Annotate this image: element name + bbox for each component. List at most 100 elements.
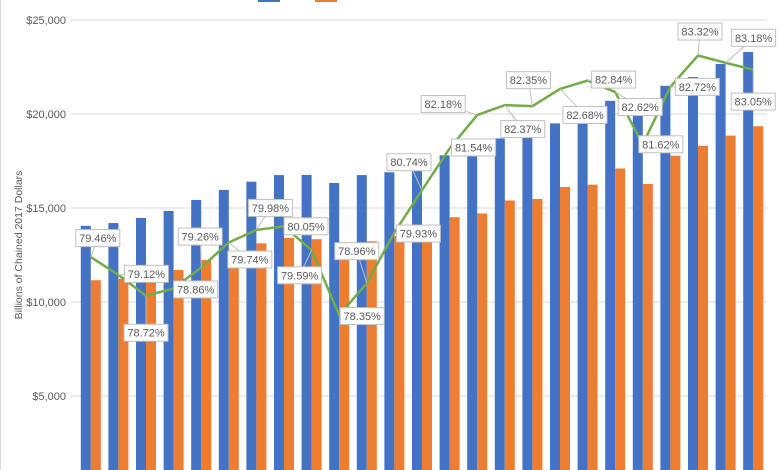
data-label: 78.96%: [338, 246, 376, 258]
bar-series1: [688, 76, 698, 470]
y-tick-label: $10,000: [26, 297, 66, 309]
callout-box: [75, 229, 121, 248]
bar-series1: [494, 138, 505, 470]
callout-box: [386, 153, 432, 172]
bar-series1: [412, 168, 422, 470]
callout-box: [247, 198, 293, 217]
y-tick-label: $20,000: [26, 109, 66, 121]
bar-series1: [715, 63, 726, 470]
bar-series2: [449, 217, 460, 470]
data-label: 82.62%: [622, 102, 660, 114]
bar-series2: [311, 239, 322, 470]
bar-series1: [329, 182, 340, 470]
callout-box: [674, 77, 720, 96]
legend-swatch-0: [258, 0, 280, 2]
callout-box: [339, 307, 385, 326]
data-label: 80.74%: [390, 157, 428, 169]
data-label: 79.59%: [281, 270, 319, 282]
bar-series1: [80, 225, 91, 470]
bar-series2: [504, 200, 515, 470]
data-label: 82.68%: [566, 110, 604, 122]
bar-series2: [118, 278, 129, 470]
callout-box: [591, 70, 637, 89]
bar-series1: [246, 181, 257, 470]
data-label: 83.18%: [735, 33, 773, 45]
bar-series2: [339, 249, 350, 470]
data-label: 82.84%: [595, 75, 633, 87]
data-labels: 79.46% 79.12% 78.72% 78.86% 79.26% 79.74% 79.9…: [75, 22, 777, 342]
callout-box: [123, 323, 169, 342]
callout-box: [173, 280, 219, 299]
callout-box: [395, 224, 441, 243]
y-axis-label: Billions of Chained 2017 Dollars: [13, 171, 25, 320]
data-label: 81.54%: [455, 142, 493, 154]
callout-box: [420, 95, 466, 114]
data-label: 83.32%: [681, 27, 719, 39]
callout-box: [731, 28, 777, 47]
bar-series2: [725, 135, 736, 470]
bar-series2: [753, 126, 764, 470]
bar-series2: [201, 260, 212, 470]
bar-series2: [422, 230, 432, 470]
data-label: 79.46%: [79, 233, 117, 245]
data-label: 79.93%: [400, 229, 438, 241]
callout-box: [638, 135, 684, 154]
data-label: 79.26%: [182, 232, 220, 244]
bar-series2: [477, 213, 488, 470]
callout-box: [677, 22, 723, 41]
bar-series1: [191, 199, 202, 470]
callout-box: [177, 227, 223, 246]
bar-series1: [632, 114, 643, 470]
bar-series1: [136, 217, 146, 470]
bar-series2: [90, 280, 101, 470]
data-label: 78.72%: [127, 328, 165, 340]
data-label: 81.62%: [642, 139, 680, 151]
bar-series1: [301, 174, 312, 470]
bar-series2: [173, 270, 184, 470]
data-label: 79.74%: [231, 254, 269, 266]
bar-series2: [670, 155, 681, 470]
bar-series1: [384, 172, 395, 470]
bar-series2: [587, 184, 598, 470]
bar-series1: [660, 85, 671, 470]
data-label: 83.05%: [735, 97, 773, 109]
bar-series2: [394, 236, 405, 470]
data-label: 82.35%: [510, 75, 548, 87]
bar-series2: [284, 237, 294, 470]
callout-box: [617, 98, 663, 117]
data-label: 82.18%: [425, 99, 463, 111]
data-label: 79.12%: [128, 269, 166, 281]
bar-series1: [743, 51, 754, 470]
bar-series1: [467, 153, 478, 470]
bar-series2: [146, 275, 156, 470]
bar-series1: [163, 211, 174, 470]
callout-box: [283, 217, 329, 236]
bar-series1: [218, 189, 229, 470]
data-label: 82.72%: [679, 82, 717, 94]
y-axis-ticks: $5,000 $10,000 $15,000 $20,000 $25,000: [26, 15, 66, 403]
bar-series2: [615, 168, 626, 470]
callout-box: [277, 266, 323, 285]
bar-series1: [605, 100, 616, 470]
legend-swatch-1: [315, 0, 337, 2]
bar-series1: [108, 223, 119, 470]
data-label: 78.35%: [344, 311, 382, 323]
bar-series2: [366, 241, 377, 470]
callout-box: [562, 105, 608, 124]
data-label: 80.05%: [287, 221, 325, 233]
bars: [80, 51, 764, 470]
bar-series1: [577, 121, 588, 470]
bar-series1: [550, 123, 560, 470]
bar-series2: [698, 145, 708, 470]
bar-series2: [228, 250, 239, 470]
callout-box: [227, 250, 273, 269]
callout-box: [334, 242, 380, 261]
bar-series2: [560, 186, 570, 470]
y-tick-label: $15,000: [26, 203, 66, 215]
callout-box: [451, 138, 497, 157]
legend: [258, 0, 337, 2]
callout-box: [505, 71, 551, 90]
bar-series2: [532, 198, 543, 470]
